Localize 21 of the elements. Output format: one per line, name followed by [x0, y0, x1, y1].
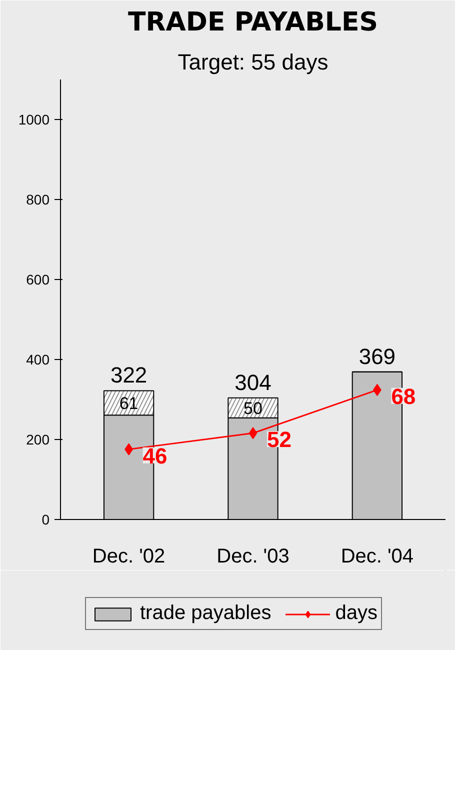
chart-subtitle: Target: 55 days: [178, 50, 328, 74]
data-label: 50: [244, 398, 262, 418]
x-tick-label: Dec. '04: [340, 546, 414, 568]
total-label: 369: [358, 344, 396, 369]
total-label: 304: [234, 370, 272, 395]
chart-title: TRADE PAYABLES: [128, 8, 378, 38]
y-tick-label: 400: [26, 352, 50, 368]
y-tick-label: 1000: [18, 112, 50, 128]
x-tick-label: Dec. '02: [92, 546, 166, 568]
y-tick-label: 0: [42, 512, 50, 528]
data-label: 61: [119, 394, 138, 413]
legend-label: days: [335, 602, 378, 625]
data-label: 68: [391, 384, 416, 409]
y-tick-label: 200: [26, 432, 50, 448]
x-tick-label: Dec. '03: [216, 546, 290, 568]
y-tick-label: 600: [26, 272, 50, 288]
y-tick-label: 800: [26, 192, 50, 208]
data-label: 52: [267, 427, 292, 452]
legend-label: trade payables: [140, 602, 272, 625]
data-label: 46: [142, 443, 168, 468]
total-label: 322: [110, 362, 148, 388]
